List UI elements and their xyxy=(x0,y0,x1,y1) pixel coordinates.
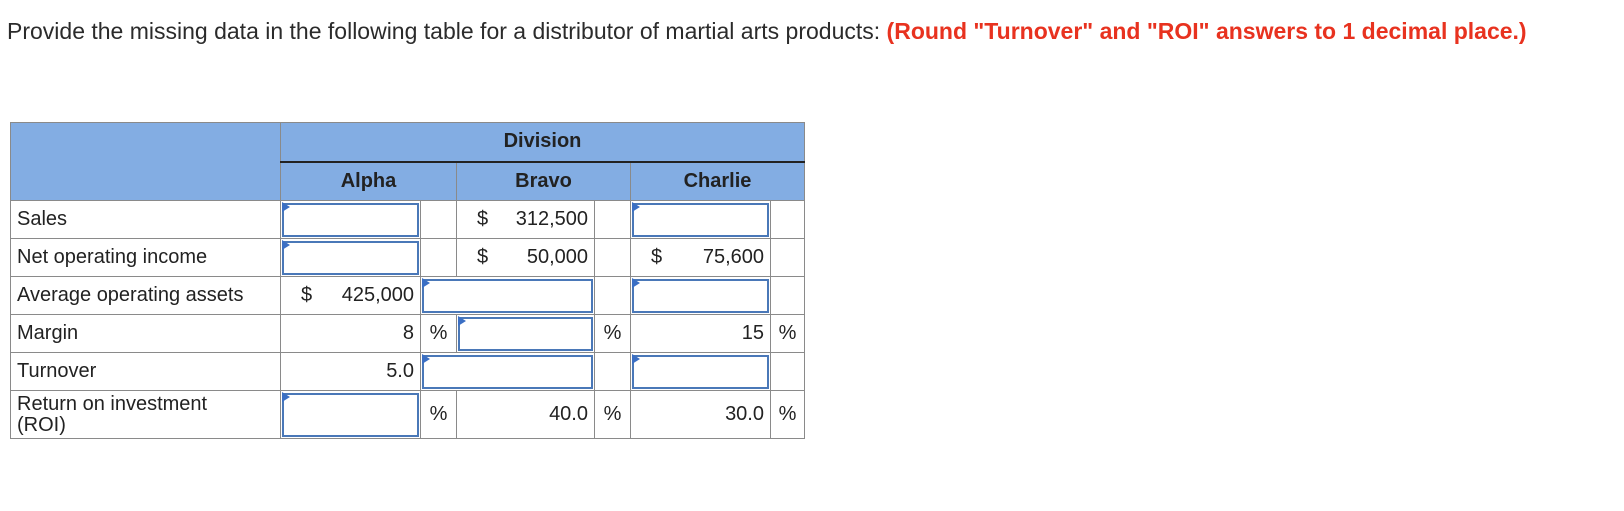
empty-cell xyxy=(770,352,805,391)
flag-icon xyxy=(632,202,640,212)
bravo-margin-cell xyxy=(456,314,595,353)
percent-sign: % xyxy=(594,314,631,353)
bravo-sales-value: 312,500 xyxy=(515,208,588,230)
empty-cell xyxy=(594,200,631,239)
question-text: Provide the missing data in the followin… xyxy=(7,16,1607,47)
currency-symbol: $ xyxy=(477,208,489,230)
header-row-group: Division xyxy=(10,122,805,201)
alpha-roi-cell xyxy=(280,390,421,439)
row-label-noi: Net operating income xyxy=(10,238,281,277)
row-label-roi-line1: Return on investment xyxy=(17,392,208,415)
flag-icon xyxy=(282,202,290,212)
table-row-assets: Average operating assets $425,000 xyxy=(10,276,805,315)
percent-sign: % xyxy=(594,390,631,439)
empty-cell xyxy=(770,276,805,315)
bravo-assets-input[interactable] xyxy=(422,278,593,313)
table-row-roi: Return on investment (ROI) % 40.0 % 30.0 … xyxy=(10,390,805,439)
charlie-margin-value: 15 xyxy=(630,314,771,353)
bravo-turnover-input[interactable] xyxy=(422,354,593,389)
rounding-instruction: (Round "Turnover" and "ROI" answers to 1… xyxy=(886,18,1527,44)
percent-sign: % xyxy=(420,390,457,439)
charlie-noi-value: 75,600 xyxy=(702,246,764,268)
charlie-sales-input[interactable] xyxy=(632,202,769,237)
charlie-assets-cell xyxy=(630,276,771,315)
alpha-sales-input[interactable] xyxy=(282,202,419,237)
table-row-noi: Net operating income $50,000 $75,600 xyxy=(10,238,805,277)
bravo-margin-input[interactable] xyxy=(458,316,593,351)
table-row-sales: Sales $312,500 xyxy=(10,200,805,239)
header-blank xyxy=(10,122,281,201)
alpha-turnover-value: 5.0 xyxy=(280,352,421,391)
empty-cell xyxy=(594,352,631,391)
alpha-sales-cell xyxy=(280,200,421,239)
flag-icon xyxy=(632,354,640,364)
row-label-assets: Average operating assets xyxy=(10,276,281,315)
alpha-assets-cell: $425,000 xyxy=(280,276,421,315)
percent-sign: % xyxy=(420,314,457,353)
charlie-turnover-input[interactable] xyxy=(632,354,769,389)
currency-symbol: $ xyxy=(651,246,663,268)
division-header: Division xyxy=(280,122,805,163)
alpha-noi-cell xyxy=(280,238,421,277)
bravo-sales-cell: $312,500 xyxy=(456,200,595,239)
division-table: Division Alpha Bravo Charlie Sales $312,… xyxy=(10,122,805,439)
charlie-turnover-cell xyxy=(630,352,771,391)
empty-cell xyxy=(420,200,457,239)
empty-cell xyxy=(594,238,631,277)
empty-cell xyxy=(770,238,805,277)
alpha-noi-input[interactable] xyxy=(282,240,419,275)
row-label-margin: Margin xyxy=(10,314,281,353)
alpha-roi-input[interactable] xyxy=(282,392,419,437)
row-label-roi-line2: (ROI) xyxy=(17,413,66,436)
question-prompt: Provide the missing data in the followin… xyxy=(7,18,887,44)
flag-icon xyxy=(422,278,430,288)
charlie-assets-input[interactable] xyxy=(632,278,769,313)
percent-sign: % xyxy=(770,314,805,353)
bravo-assets-cell xyxy=(420,276,595,315)
charlie-roi-value: 30.0 xyxy=(630,390,771,439)
flag-icon xyxy=(282,240,290,250)
alpha-assets-value: 425,000 xyxy=(341,284,414,306)
empty-cell xyxy=(770,200,805,239)
col-header-bravo: Bravo xyxy=(456,161,631,201)
currency-symbol: $ xyxy=(301,284,313,306)
header-row-columns: Alpha Bravo Charlie xyxy=(11,161,805,201)
percent-sign: % xyxy=(770,390,805,439)
row-label-roi: Return on investment (ROI) xyxy=(10,390,281,439)
charlie-sales-cell xyxy=(630,200,771,239)
alpha-margin-value: 8 xyxy=(280,314,421,353)
currency-symbol: $ xyxy=(477,246,489,268)
table-row-turnover: Turnover 5.0 xyxy=(10,352,805,391)
flag-icon xyxy=(422,354,430,364)
charlie-noi-cell: $75,600 xyxy=(630,238,771,277)
bravo-noi-cell: $50,000 xyxy=(456,238,595,277)
col-header-alpha: Alpha xyxy=(280,161,457,201)
col-header-charlie: Charlie xyxy=(630,161,805,201)
bravo-roi-value: 40.0 xyxy=(456,390,595,439)
flag-icon xyxy=(458,316,466,326)
empty-cell xyxy=(420,238,457,277)
table-row-margin: Margin 8 % % 15 % xyxy=(10,314,805,353)
empty-cell xyxy=(594,276,631,315)
flag-icon xyxy=(282,392,290,402)
row-label-turnover: Turnover xyxy=(10,352,281,391)
bravo-noi-value: 50,000 xyxy=(526,246,588,268)
row-label-sales: Sales xyxy=(10,200,281,239)
bravo-turnover-cell xyxy=(420,352,595,391)
flag-icon xyxy=(632,278,640,288)
